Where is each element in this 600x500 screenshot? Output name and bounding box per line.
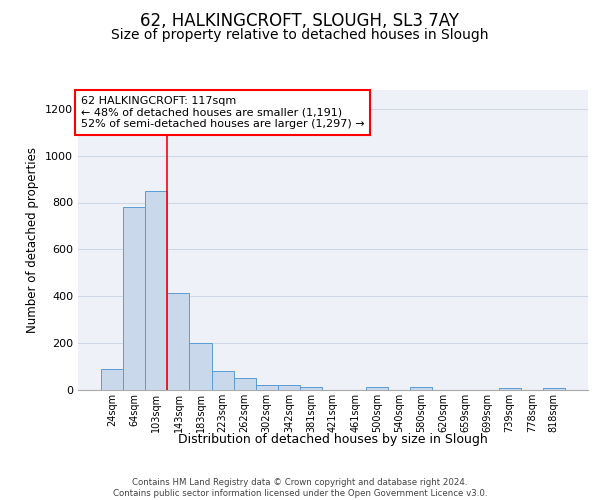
Bar — [499, 388, 521, 390]
Text: 62, HALKINGCROFT, SLOUGH, SL3 7AY: 62, HALKINGCROFT, SLOUGH, SL3 7AY — [140, 12, 460, 30]
Bar — [233, 378, 256, 390]
Text: Contains HM Land Registry data © Crown copyright and database right 2024.
Contai: Contains HM Land Registry data © Crown c… — [113, 478, 487, 498]
Bar — [123, 207, 145, 390]
Bar — [190, 343, 212, 390]
Bar — [300, 387, 322, 390]
Bar — [256, 386, 278, 390]
Text: 62 HALKINGCROFT: 117sqm
← 48% of detached houses are smaller (1,191)
52% of semi: 62 HALKINGCROFT: 117sqm ← 48% of detache… — [80, 96, 364, 129]
Bar — [212, 371, 233, 390]
Bar — [543, 388, 565, 390]
Bar — [101, 369, 123, 390]
Text: Size of property relative to detached houses in Slough: Size of property relative to detached ho… — [111, 28, 489, 42]
Bar — [167, 292, 190, 390]
Bar — [278, 386, 300, 390]
Bar — [410, 387, 433, 390]
Y-axis label: Number of detached properties: Number of detached properties — [26, 147, 40, 333]
Text: Distribution of detached houses by size in Slough: Distribution of detached houses by size … — [178, 432, 488, 446]
Bar — [366, 387, 388, 390]
Bar — [145, 191, 167, 390]
